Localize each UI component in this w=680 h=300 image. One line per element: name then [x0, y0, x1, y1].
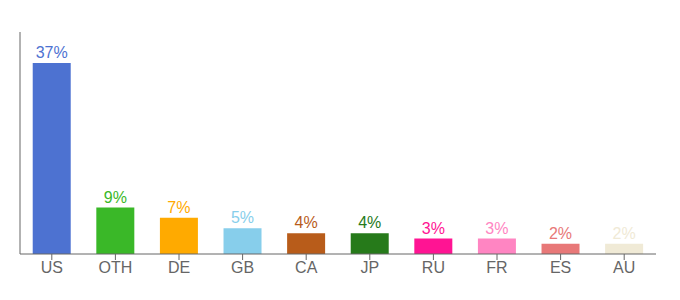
svg-text:4%: 4%: [295, 214, 318, 231]
svg-text:CA: CA: [295, 259, 318, 276]
svg-text:4%: 4%: [358, 214, 381, 231]
svg-text:2%: 2%: [613, 225, 636, 242]
svg-text:GB: GB: [231, 259, 254, 276]
svg-text:2%: 2%: [549, 225, 572, 242]
svg-text:ES: ES: [550, 259, 571, 276]
svg-text:9%: 9%: [104, 189, 127, 206]
svg-text:OTH: OTH: [99, 259, 133, 276]
svg-text:DE: DE: [168, 259, 190, 276]
svg-text:3%: 3%: [422, 220, 445, 237]
svg-text:RU: RU: [422, 259, 445, 276]
svg-text:JP: JP: [360, 259, 379, 276]
svg-text:7%: 7%: [167, 199, 190, 216]
svg-text:US: US: [41, 259, 63, 276]
svg-text:FR: FR: [486, 259, 507, 276]
svg-text:37%: 37%: [36, 44, 68, 61]
svg-text:5%: 5%: [231, 209, 254, 226]
svg-text:3%: 3%: [485, 220, 508, 237]
svg-text:AU: AU: [613, 259, 635, 276]
